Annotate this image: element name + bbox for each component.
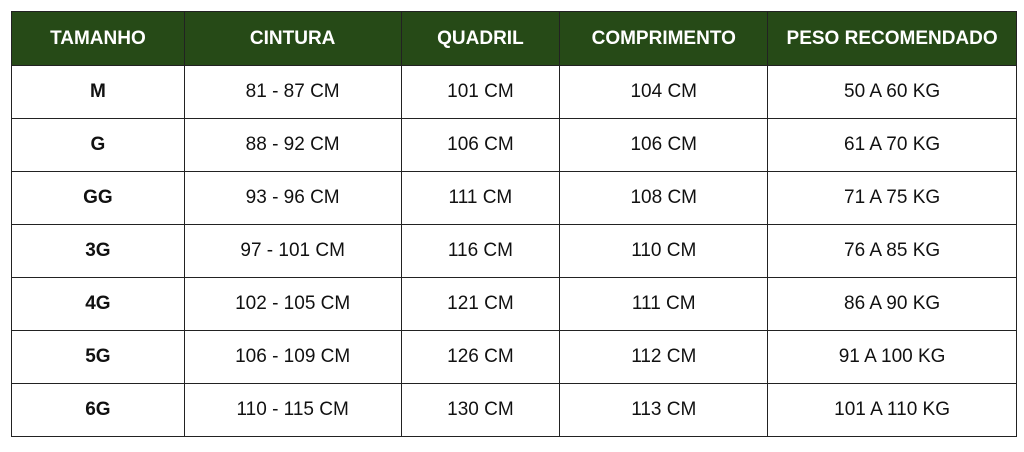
waist-cell: 81 - 87 CM: [183, 65, 402, 119]
length-cell: 104 CM: [559, 65, 769, 119]
weight-cell: 50 A 60 KG: [767, 65, 1017, 119]
hip-cell: 126 CM: [400, 330, 561, 384]
size-cell: 6G: [11, 383, 185, 437]
weight-cell: 71 A 75 KG: [767, 171, 1017, 225]
length-cell: 110 CM: [559, 224, 769, 278]
hip-cell: 116 CM: [400, 224, 561, 278]
header-row: TAMANHO CINTURA QUADRIL COMPRIMENTO PESO…: [11, 11, 1017, 66]
table-row: 4G 102 - 105 CM 121 CM 111 CM 86 A 90 KG: [11, 277, 1017, 331]
weight-cell: 91 A 100 KG: [767, 330, 1017, 384]
waist-cell: 106 - 109 CM: [183, 330, 402, 384]
header-cintura: CINTURA: [183, 11, 402, 66]
size-chart-table: TAMANHO CINTURA QUADRIL COMPRIMENTO PESO…: [11, 11, 1017, 437]
header-comprimento: COMPRIMENTO: [559, 11, 769, 66]
length-cell: 111 CM: [559, 277, 769, 331]
waist-cell: 88 - 92 CM: [183, 118, 402, 172]
weight-cell: 76 A 85 KG: [767, 224, 1017, 278]
table-row: M 81 - 87 CM 101 CM 104 CM 50 A 60 KG: [11, 65, 1017, 119]
hip-cell: 101 CM: [400, 65, 561, 119]
hip-cell: 121 CM: [400, 277, 561, 331]
header-quadril: QUADRIL: [400, 11, 561, 66]
size-cell: G: [11, 118, 185, 172]
size-cell: M: [11, 65, 185, 119]
length-cell: 112 CM: [559, 330, 769, 384]
size-cell: 3G: [11, 224, 185, 278]
hip-cell: 130 CM: [400, 383, 561, 437]
length-cell: 113 CM: [559, 383, 769, 437]
table-row: G 88 - 92 CM 106 CM 106 CM 61 A 70 KG: [11, 118, 1017, 172]
hip-cell: 106 CM: [400, 118, 561, 172]
header-tamanho: TAMANHO: [11, 11, 185, 66]
table-row: 6G 110 - 115 CM 130 CM 113 CM 101 A 110 KG: [11, 383, 1017, 437]
size-cell: 4G: [11, 277, 185, 331]
table-row: GG 93 - 96 CM 111 CM 108 CM 71 A 75 KG: [11, 171, 1017, 225]
length-cell: 106 CM: [559, 118, 769, 172]
length-cell: 108 CM: [559, 171, 769, 225]
hip-cell: 111 CM: [400, 171, 561, 225]
size-cell: GG: [11, 171, 185, 225]
weight-cell: 61 A 70 KG: [767, 118, 1017, 172]
weight-cell: 101 A 110 KG: [767, 383, 1017, 437]
header-peso-recomendado: PESO RECOMENDADO: [767, 11, 1017, 66]
weight-cell: 86 A 90 KG: [767, 277, 1017, 331]
table-row: 3G 97 - 101 CM 116 CM 110 CM 76 A 85 KG: [11, 224, 1017, 278]
waist-cell: 93 - 96 CM: [183, 171, 402, 225]
waist-cell: 102 - 105 CM: [183, 277, 402, 331]
waist-cell: 97 - 101 CM: [183, 224, 402, 278]
waist-cell: 110 - 115 CM: [183, 383, 402, 437]
table-row: 5G 106 - 109 CM 126 CM 112 CM 91 A 100 KG: [11, 330, 1017, 384]
size-cell: 5G: [11, 330, 185, 384]
